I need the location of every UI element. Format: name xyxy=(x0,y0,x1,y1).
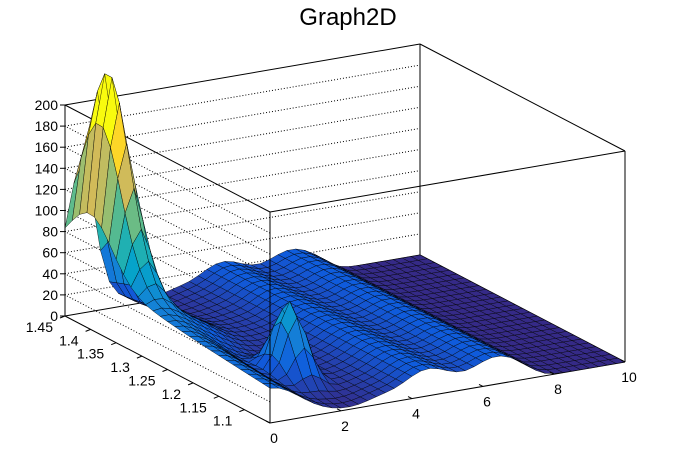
back-top-edge xyxy=(64,43,421,106)
x-tick-label: 10 xyxy=(621,369,637,385)
y-tick-mark xyxy=(162,369,168,372)
front-top-edge xyxy=(269,150,626,213)
x-tick-mark xyxy=(478,383,484,387)
surface-cell xyxy=(608,357,626,364)
y-tick-mark xyxy=(136,355,143,359)
grid-line-z-left xyxy=(64,252,271,361)
x-tick-mark xyxy=(620,359,626,363)
x-tick-label: 6 xyxy=(483,393,491,409)
y-tick-label: 1.15 xyxy=(180,399,207,415)
y-tick-label: 1.1 xyxy=(213,413,233,429)
x-tick-mark xyxy=(549,371,555,375)
z-tick-label: 100 xyxy=(35,203,59,219)
right-top-edge xyxy=(419,43,626,152)
grid-line-z-back xyxy=(64,64,421,127)
z-tick-label: 40 xyxy=(42,266,58,282)
tick-group: 02468101.11.151.21.251.31.351.41.4502040… xyxy=(26,97,637,446)
grid-line-z-left xyxy=(64,273,271,382)
z-tick-label: 20 xyxy=(42,287,58,303)
z-tick-label: 140 xyxy=(35,160,59,176)
x-tick-mark xyxy=(265,420,271,424)
y-tick-mark xyxy=(239,409,245,413)
y-tick-label: 1.4 xyxy=(59,332,79,348)
y-tick-mark xyxy=(213,395,219,399)
x-tick-mark xyxy=(407,396,413,400)
grid-line-z-left xyxy=(64,294,271,403)
z-tick-label: 60 xyxy=(42,245,58,261)
z-tick-label: 160 xyxy=(35,139,59,155)
z-tick-label: 180 xyxy=(35,118,59,134)
axes-front-frame xyxy=(269,150,626,423)
x-tick-mark xyxy=(336,408,342,412)
x-tick-label: 0 xyxy=(270,430,278,446)
y-tick-label: 1.2 xyxy=(162,386,182,402)
y-tick-label: 1.35 xyxy=(77,346,104,362)
y-tick-mark xyxy=(187,382,194,386)
x-tick-label: 8 xyxy=(554,381,562,397)
x-tick-label: 2 xyxy=(341,418,349,434)
x-tick-label: 4 xyxy=(412,406,420,422)
surface-mesh xyxy=(64,72,626,409)
chart-title: Graph2D xyxy=(299,4,397,31)
y-tick-mark xyxy=(111,342,117,346)
z-tick-label: 200 xyxy=(35,97,59,113)
z-tick-label: 120 xyxy=(35,181,59,197)
y-tick-label: 1.25 xyxy=(128,373,155,389)
y-tick-label: 1.3 xyxy=(110,359,130,375)
y-tick-label: 1.45 xyxy=(26,319,53,335)
z-tick-label: 80 xyxy=(42,224,58,240)
y-tick-mark xyxy=(85,328,91,332)
z-tick-label: 0 xyxy=(50,308,58,324)
grid-line-z-left xyxy=(64,231,271,340)
